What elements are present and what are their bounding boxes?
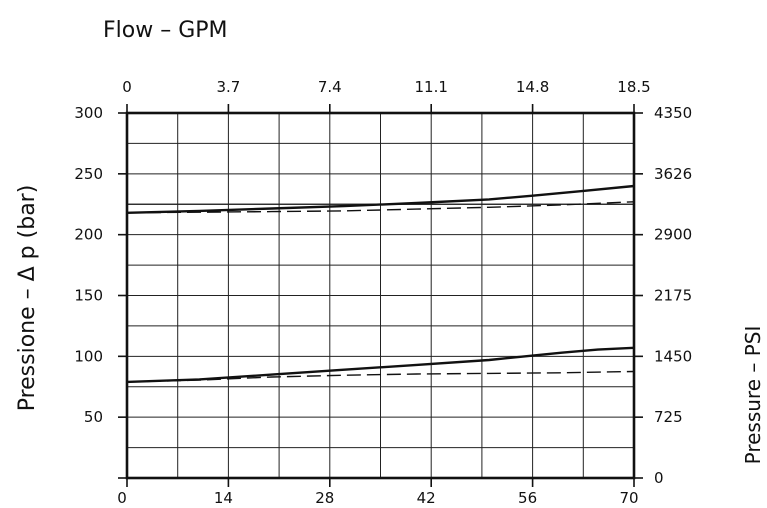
x-tick-label: 0	[117, 489, 127, 507]
x-top-tick-label: 14.8	[516, 78, 549, 96]
x-tick-label: 56	[518, 489, 537, 507]
x-tick-label: 70	[619, 489, 638, 507]
y-left-tick-label: 250	[74, 165, 103, 183]
series-group	[126, 184, 635, 384]
y-left-tick-label: 300	[74, 104, 103, 122]
right-axis-title: Pressure – PSI	[741, 326, 765, 465]
left-axis-title: Pressione – Δ p (bar)	[15, 185, 40, 412]
y-right-tick-label: 2900	[654, 226, 692, 244]
grid	[127, 113, 634, 478]
y-right-tick-label: 1450	[654, 347, 692, 365]
top-axis-title: Flow – GPM	[103, 18, 228, 43]
series-line-2	[126, 201, 635, 214]
x-top-tick-label: 0	[122, 78, 132, 96]
x-top-tick-label: 11.1	[414, 78, 447, 96]
y-left-tick-label: 200	[74, 226, 103, 244]
y-right-tick-label: 3626	[654, 165, 692, 183]
y-right-tick-label: 4350	[654, 104, 692, 122]
x-tick-label: 14	[214, 489, 233, 507]
series-line-1	[126, 184, 635, 214]
y-left-tick-label: 50	[84, 408, 103, 426]
series-line-4	[126, 370, 635, 383]
series-line-3	[126, 346, 635, 384]
ticks: 0 14 28 42 56 70 0 3.7 7.4 11.1 14.8 18.5 300 250 200 1…	[74, 78, 692, 507]
x-top-tick-label: 7.4	[318, 78, 342, 96]
y-right-tick-label: 2175	[654, 287, 692, 305]
y-right-tick-label: 0	[654, 469, 664, 487]
y-left-tick-label: 150	[74, 287, 103, 305]
y-right-tick-label: 725	[654, 408, 683, 426]
x-tick-label: 42	[417, 489, 436, 507]
y-left-tick-label: 100	[74, 347, 103, 365]
x-tick-label: 28	[315, 489, 334, 507]
x-top-tick-label: 3.7	[216, 78, 240, 96]
x-top-tick-label: 18.5	[617, 78, 650, 96]
